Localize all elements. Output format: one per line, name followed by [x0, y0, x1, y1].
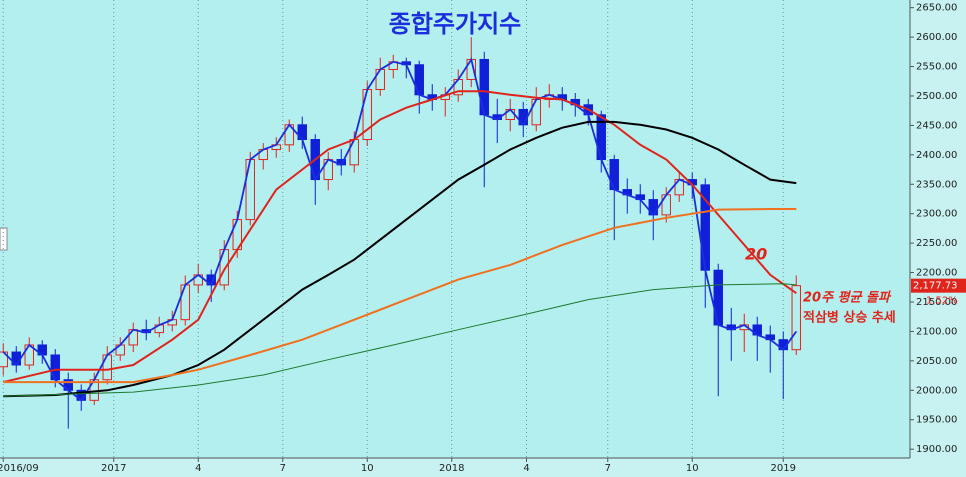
candle-body — [414, 64, 424, 96]
last-price-box — [911, 278, 966, 293]
y-tick-label: 2250.00 — [916, 238, 957, 249]
x-tick-label: 2018 — [439, 463, 464, 474]
y-tick-label: 2450.00 — [916, 120, 957, 131]
y-tick-label: 2200.00 — [916, 268, 957, 279]
y-tick-label: 2650.00 — [916, 3, 957, 14]
y-tick-label: 1950.00 — [916, 415, 957, 426]
marks — [0, 0, 801, 458]
candle-body — [245, 159, 255, 221]
y-tick-label: 2400.00 — [916, 150, 957, 161]
candle-body — [102, 354, 112, 381]
candle-body — [479, 58, 489, 116]
note: 적삼병 상승 추세 — [803, 310, 896, 326]
candle-body — [713, 269, 723, 326]
candle-body — [349, 139, 359, 166]
x-tick-label: 10 — [686, 463, 699, 474]
x-tick-label: 7 — [280, 463, 286, 474]
ma-line — [3, 283, 797, 397]
x-tick-label: 2017 — [101, 463, 126, 474]
x-tick-label: 4 — [523, 463, 529, 474]
side-handle — [0, 227, 8, 251]
chart-title: 종합주가지수 — [389, 10, 521, 38]
candle-body — [50, 354, 60, 381]
x-tick-label: 4 — [195, 463, 201, 474]
last-change-label: 1.52% — [926, 296, 958, 307]
y-tick-label: 2300.00 — [916, 209, 957, 220]
ma-label: 20 — [745, 245, 767, 264]
x-tick-label: 10 — [361, 463, 374, 474]
x-tick-label: 2016/09 — [0, 463, 39, 474]
x-tick-label: 7 — [605, 463, 611, 474]
y-tick-label: 2600.00 — [916, 32, 957, 43]
y-tick-label: 2550.00 — [916, 62, 957, 73]
candle-body — [531, 98, 541, 126]
ma-line — [3, 90, 797, 384]
candle-body — [661, 194, 671, 216]
ma-line — [3, 120, 797, 398]
plot-area — [0, 0, 910, 458]
x-tick-label: 2019 — [771, 463, 796, 474]
y-tick-label: 2150.00 — [916, 297, 957, 308]
candle-body — [609, 159, 619, 191]
candle-body — [180, 284, 190, 321]
candle-body — [375, 68, 385, 90]
y-tick-label: 2050.00 — [916, 356, 957, 367]
ma-line — [2, 57, 798, 402]
ma-line — [3, 208, 797, 384]
candle-body — [219, 249, 229, 286]
last-price-label: 2,177.73 — [913, 281, 958, 292]
y-tick-label: 2000.00 — [916, 385, 957, 396]
y-tick-label: 2350.00 — [916, 179, 957, 190]
candle-body — [791, 285, 801, 351]
y-tick-label: 2100.00 — [916, 326, 957, 337]
y-tick-label: 1900.00 — [916, 444, 957, 455]
y-tick-label: 2500.00 — [916, 91, 957, 102]
note: 20주 평균 돌파 — [803, 290, 892, 306]
candle-body — [0, 351, 8, 368]
